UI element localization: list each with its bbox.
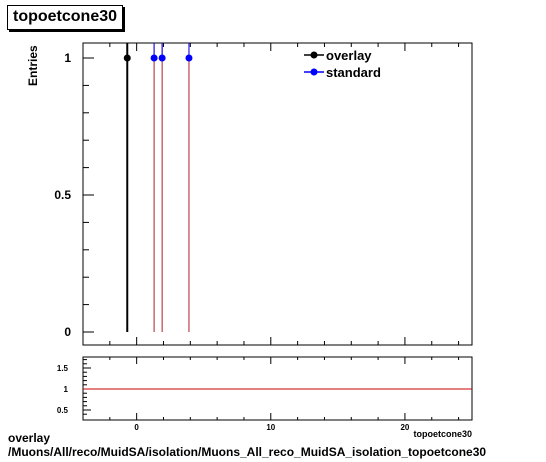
- y-tick-label: 1: [64, 51, 71, 65]
- ratio-y-tick-label: 1: [64, 385, 69, 394]
- ratio-x-tick-label: 20: [400, 423, 409, 432]
- legend-label-standard: standard: [326, 65, 381, 80]
- y-tick-label: 0.5: [54, 188, 71, 202]
- x-axis-label: topoetcone30: [413, 429, 472, 439]
- chart-title: topoetcone30: [7, 5, 124, 30]
- footer-line-1: overlay: [8, 431, 51, 445]
- standard-point: [150, 54, 158, 62]
- footer-path: /Muons/All/reco/MuidSA/isolation/Muons_A…: [8, 445, 487, 459]
- overlay-point: [123, 54, 131, 62]
- ratio-plot-frame: 0.5 1 1.5 0 10 20 topoetcone30: [57, 356, 473, 439]
- ratio-x-tick-label: 0: [134, 423, 139, 432]
- legend-marker-standard: [310, 68, 318, 76]
- y-axis-label: Entries: [26, 45, 40, 86]
- standard-point: [158, 54, 166, 62]
- y-tick-label: 0: [64, 325, 71, 339]
- main-axes-box: [82, 42, 473, 346]
- legend-label-overlay: overlay: [326, 48, 372, 63]
- standard-point: [185, 54, 193, 62]
- ratio-x-tick-label: 10: [266, 423, 275, 432]
- ratio-y-tick-label: 1.5: [57, 364, 69, 373]
- ratio-y-tick-label: 0.5: [57, 406, 69, 415]
- legend-marker-overlay: [310, 51, 318, 59]
- main-plot-frame: 0 0.5 1 Entries overlay standard: [26, 42, 473, 346]
